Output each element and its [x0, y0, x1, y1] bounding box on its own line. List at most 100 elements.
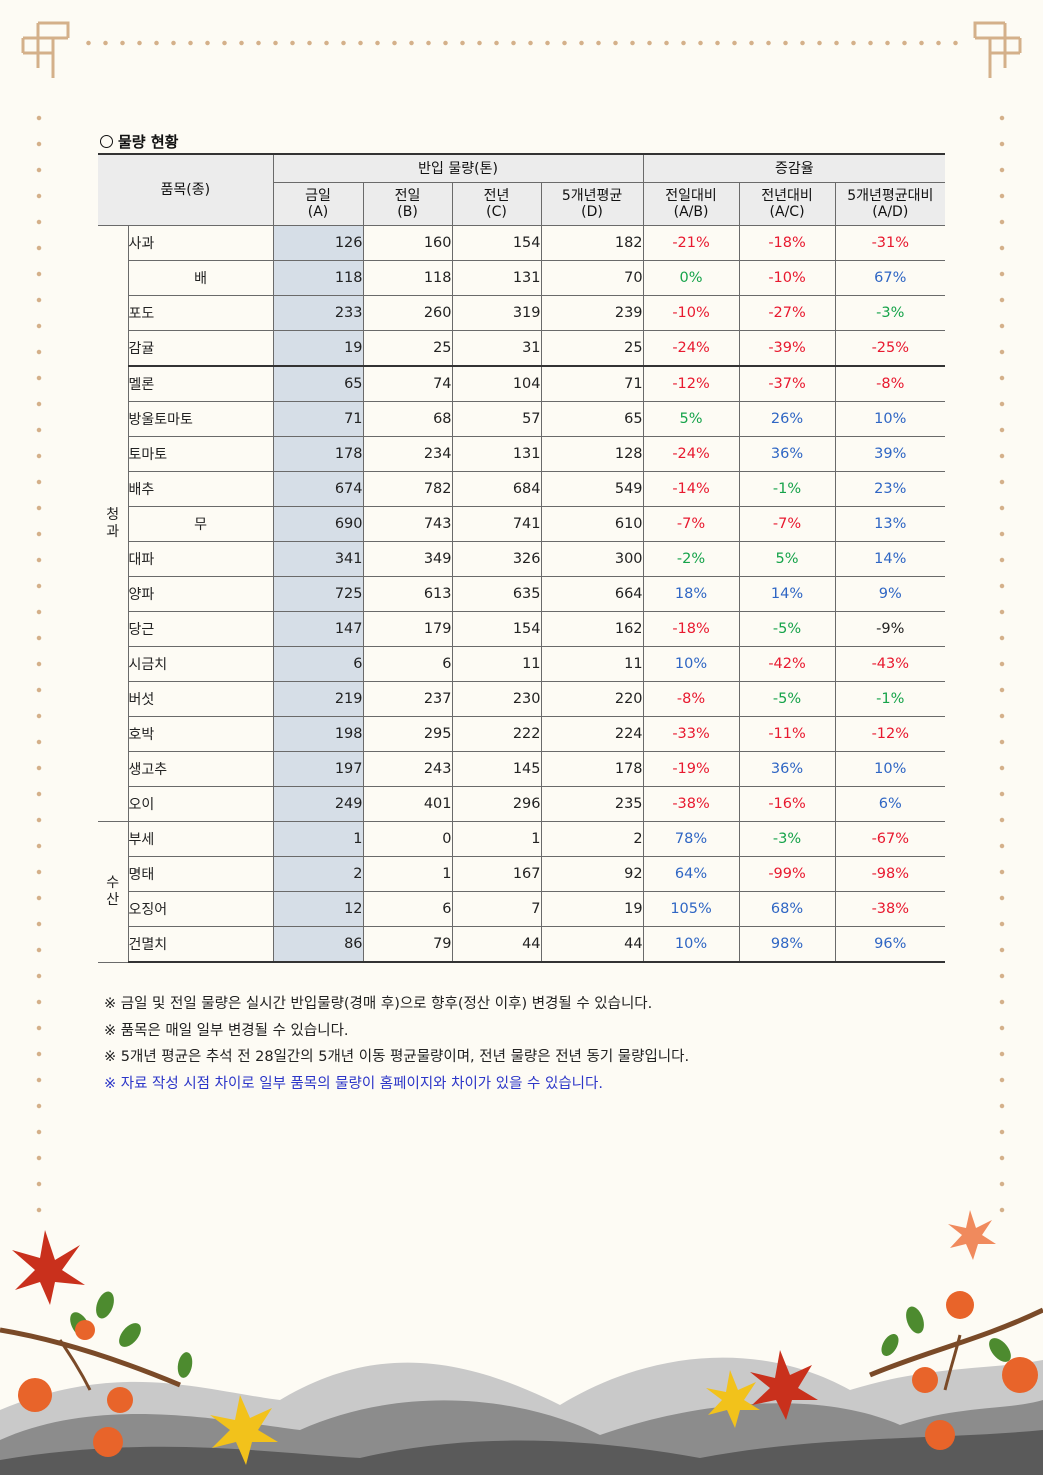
cell-avg5: 178	[540, 751, 644, 787]
cell-rate-year: -5%	[738, 681, 836, 717]
cell-rate-avg: 96%	[834, 926, 946, 963]
cell-avg5: 235	[540, 786, 644, 822]
cell-rate-avg: 23%	[834, 471, 946, 507]
cell-rate-avg: -12%	[834, 716, 946, 752]
frame-border-left	[36, 105, 42, 1215]
section-title-text: 물량 현황	[118, 133, 179, 151]
cell-rate-avg: 67%	[834, 260, 946, 296]
cell-rate-year: -5%	[738, 611, 836, 647]
corner-ornament-icon	[21, 21, 70, 78]
cell-avg5: 664	[540, 576, 644, 612]
header-col-name: 전년대비	[761, 188, 813, 204]
header-col-name: 전일	[394, 188, 421, 204]
cell-rate-avg: -8%	[834, 365, 946, 402]
header-col-sub: (D)	[581, 204, 603, 220]
note-line: ※ 금일 및 전일 물량은 실시간 반입물량(경매 후)으로 향후(정산 이후)…	[104, 996, 653, 1012]
cell-today: 2	[272, 856, 364, 892]
cell-rate-avg: -1%	[834, 681, 946, 717]
cell-rate-avg: -98%	[834, 856, 946, 892]
cell-rate-day: 10%	[642, 926, 740, 963]
table-row: 포도 233 260 319 239 -10% -27% -3%	[98, 295, 946, 331]
cell-rate-day: -8%	[642, 681, 740, 717]
cell-prev-day: 160	[362, 225, 453, 261]
cell-prev-year: 145	[451, 751, 542, 787]
cell-rate-avg: 10%	[834, 401, 946, 437]
cell-avg5: 128	[540, 436, 644, 472]
cell-avg5: 70	[540, 260, 644, 296]
item-name: 호박	[128, 716, 274, 752]
header-col: 5개년평균 (D)	[540, 182, 644, 226]
cell-prev-day: 260	[362, 295, 453, 331]
corner-ornament-icon	[973, 21, 1022, 78]
cell-prev-year: 7	[451, 891, 542, 927]
table-row: 대파 341 349 326 300 -2% 5% 14%	[98, 541, 946, 577]
table-row: 배 118 118 131 70 0% -10% 67%	[98, 260, 946, 296]
cell-rate-day: -12%	[642, 365, 740, 402]
item-name: 무	[128, 506, 274, 542]
table-row: 수산 부세 1 0 1 2 78% -3% -67%	[98, 821, 946, 963]
item-name: 당근	[128, 611, 274, 647]
cell-avg5: 65	[540, 401, 644, 437]
cell-rate-avg: -67%	[834, 821, 946, 857]
table-row: 오징어 12 6 7 19 105% 68% -38%	[98, 891, 946, 927]
item-name: 건멸치	[128, 926, 274, 963]
cell-rate-avg: 9%	[834, 576, 946, 612]
cell-rate-avg: -3%	[834, 295, 946, 331]
cell-avg5: 19	[540, 891, 644, 927]
cell-today: 19	[272, 330, 364, 367]
cell-prev-day: 74	[362, 365, 453, 402]
item-name: 오징어	[128, 891, 274, 927]
cell-rate-avg: -38%	[834, 891, 946, 927]
cell-prev-year: 296	[451, 786, 542, 822]
cell-prev-year: 326	[451, 541, 542, 577]
cell-rate-day: -10%	[642, 295, 740, 331]
item-name: 명태	[128, 856, 274, 892]
table-row: 감귤 19 25 31 25 -24% -39% -25%	[98, 330, 946, 367]
item-name: 감귤	[128, 330, 274, 367]
cell-rate-year: -37%	[738, 365, 836, 402]
cell-avg5: 610	[540, 506, 644, 542]
notes: ※ 금일 및 전일 물량은 실시간 반입물량(경매 후)으로 향후(정산 이후)…	[104, 991, 689, 1097]
cell-rate-avg: -9%	[834, 611, 946, 647]
cell-prev-year: 154	[451, 225, 542, 261]
header-col: 전일 (B)	[362, 182, 453, 226]
item-name: 배추	[128, 471, 274, 507]
cell-avg5: 2	[540, 821, 644, 857]
cell-rate-avg: 14%	[834, 541, 946, 577]
item-name: 대파	[128, 541, 274, 577]
cell-rate-day: -24%	[642, 330, 740, 367]
cell-rate-year: -39%	[738, 330, 836, 367]
cell-rate-day: -21%	[642, 225, 740, 261]
cell-today: 198	[272, 716, 364, 752]
cell-prev-day: 613	[362, 576, 453, 612]
cell-rate-day: -2%	[642, 541, 740, 577]
table-row: 생고추 197 243 145 178 -19% 36% 10%	[98, 751, 946, 787]
cell-prev-year: 741	[451, 506, 542, 542]
header-col: 5개년평균대비 (A/D)	[834, 182, 946, 226]
item-name: 시금치	[128, 646, 274, 682]
note-line-highlight: ※ 자료 작성 시점 차이로 일부 품목의 물량이 홈페이지와 차이가 있을 수…	[104, 1075, 603, 1092]
header-col: 전일대비 (A/B)	[642, 182, 740, 226]
cell-rate-year: 68%	[738, 891, 836, 927]
item-name: 오이	[128, 786, 274, 822]
header-col: 전년 (C)	[451, 182, 542, 226]
frame-border-right	[999, 105, 1005, 1215]
cell-rate-year: -18%	[738, 225, 836, 261]
table-row: 오이 249 401 296 235 -38% -16% 6%	[98, 786, 946, 822]
item-name: 토마토	[128, 436, 274, 472]
cell-rate-year: -10%	[738, 260, 836, 296]
table-row: 버섯 219 237 230 220 -8% -5% -1%	[98, 681, 946, 717]
table-row: 호박 198 295 222 224 -33% -11% -12%	[98, 716, 946, 752]
cell-rate-year: -99%	[738, 856, 836, 892]
cell-prev-year: 684	[451, 471, 542, 507]
cell-avg5: 549	[540, 471, 644, 507]
cell-prev-day: 6	[362, 891, 453, 927]
cell-rate-day: 18%	[642, 576, 740, 612]
cell-today: 6	[272, 646, 364, 682]
cell-rate-day: -19%	[642, 751, 740, 787]
cell-today: 147	[272, 611, 364, 647]
header-col-sub: (A/B)	[673, 204, 709, 220]
cell-prev-year: 222	[451, 716, 542, 752]
header-col-sub: (C)	[486, 204, 507, 220]
volume-table: 품목(종) 반입 물량(톤) 증감율 금일 (A) 전일 (B) 전년 (C) 5개년평균(…	[98, 153, 946, 963]
